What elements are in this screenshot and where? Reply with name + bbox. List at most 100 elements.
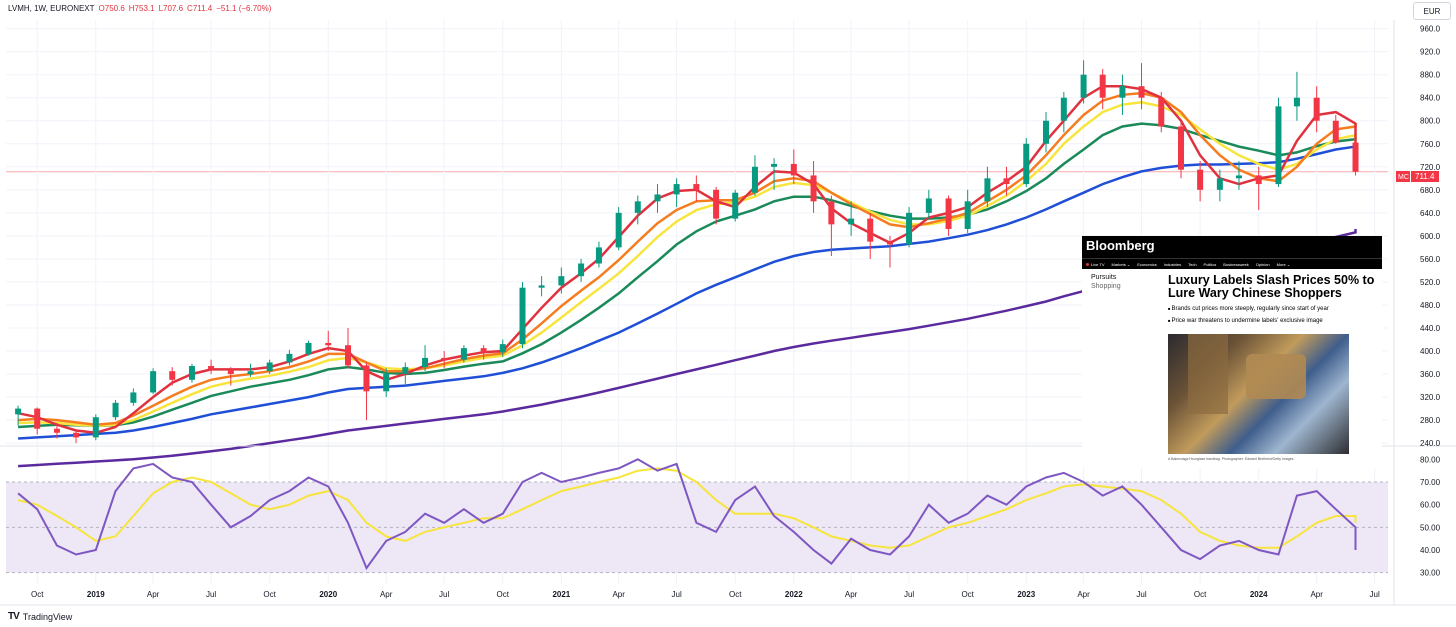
article-headline[interactable]: Luxury Labels Slash Prices 50% to Lure W…: [1168, 273, 1375, 300]
candle-body: [1352, 142, 1359, 172]
candle-body: [1003, 178, 1010, 185]
nav-more[interactable]: More ⌄: [1276, 261, 1291, 267]
change-value: −51.1 (−6.70%): [216, 4, 272, 13]
rsi-panel: [0, 445, 1456, 574]
candle-body: [1158, 97, 1165, 127]
candle-body: [654, 194, 661, 202]
nav-politics[interactable]: Politics: [1203, 261, 1217, 267]
candle-body: [906, 212, 913, 245]
time-tick-label: Apr: [1077, 590, 1090, 599]
grid-lines: [0, 20, 1456, 606]
price-tick-label: 880.0: [1420, 71, 1441, 80]
candle-body: [402, 367, 409, 375]
time-tick-label: Jul: [672, 590, 682, 599]
candle-body: [693, 184, 700, 190]
article-subsection[interactable]: Shopping: [1091, 283, 1121, 290]
candle-body: [1060, 97, 1067, 121]
candle-body: [713, 189, 720, 219]
candle-body: [460, 348, 467, 360]
candle-body: [790, 163, 797, 176]
candle-body: [828, 201, 835, 225]
article-photo: [1168, 334, 1349, 454]
nav-opinion[interactable]: Opinion: [1255, 261, 1270, 267]
last-price-value: 711.4: [1415, 172, 1435, 181]
rsi-ma-line: [17, 467, 1357, 549]
rsi-tick-label: 70.00: [1420, 478, 1441, 487]
last-price-badge: MC 711.4: [1396, 171, 1439, 182]
candle-body: [751, 166, 758, 193]
time-tick-label: Oct: [263, 590, 276, 599]
candle-body: [34, 408, 41, 429]
rsi-line: [17, 458, 1357, 571]
price-tick-label: 760.0: [1420, 140, 1441, 149]
last-price-ticker: MC: [1398, 174, 1409, 181]
article-bullet: Price war threatens to undermine labels'…: [1168, 318, 1323, 324]
candle-body: [867, 218, 874, 242]
nav-live-tv[interactable]: Live TV: [1086, 262, 1105, 267]
candle-body: [1275, 106, 1282, 185]
bloomberg-article-card[interactable]: Bloomberg Live TV Markets ⌄ Economics In…: [1082, 236, 1382, 468]
nav-industries[interactable]: Industries: [1163, 261, 1182, 267]
candle-body: [1178, 126, 1185, 170]
candle-body: [964, 201, 971, 229]
time-tick-label: Oct: [961, 590, 974, 599]
candle-body: [1023, 143, 1030, 185]
candle-body: [848, 218, 855, 225]
time-tick-label: 2022: [785, 590, 803, 599]
candle-body: [732, 192, 739, 219]
ma-green-line: [18, 122, 1357, 429]
candle-body: [53, 428, 60, 433]
article-bullet: Brands cut prices more steeply, regularl…: [1168, 306, 1329, 312]
candle-body: [363, 365, 370, 392]
low-value: L707.6: [158, 4, 184, 13]
rsi-tick-label: 30.00: [1420, 569, 1441, 578]
candle-body: [673, 184, 680, 195]
nav-economics[interactable]: Economics: [1137, 261, 1157, 267]
nav-tech[interactable]: Tech: [1188, 261, 1197, 267]
photo-handbag-shape: [1246, 354, 1306, 399]
last-price-badge-bg: [1396, 171, 1410, 182]
photo-caption: A Balenciaga Hourglass handbag. Photogra…: [1168, 457, 1294, 461]
rsi-tick-label: 60.00: [1420, 501, 1441, 510]
candle-body: [266, 362, 273, 372]
time-tick-label: 2023: [1017, 590, 1035, 599]
article-section[interactable]: Pursuits: [1091, 274, 1117, 281]
open-value: O750.6: [98, 4, 125, 13]
time-tick-label: 2021: [552, 590, 570, 599]
nav-businessweek[interactable]: Businessweek: [1223, 261, 1249, 267]
time-tick-label: Oct: [729, 590, 742, 599]
candle-body: [1197, 169, 1204, 190]
candle-body: [1293, 97, 1300, 107]
price-tick-label: 560.0: [1420, 255, 1441, 264]
candle-body: [1138, 86, 1145, 98]
symbol-label[interactable]: LVMH, 1W, EURONEXT: [8, 4, 95, 13]
candle-body: [480, 348, 487, 353]
ma-yellow-line: [18, 101, 1357, 428]
candle-body: [227, 369, 234, 375]
candle-body: [441, 357, 448, 360]
candle-body: [886, 241, 893, 245]
candle-body: [1043, 120, 1050, 144]
candle-body: [1216, 178, 1223, 190]
candle-body: [984, 178, 991, 202]
tradingview-logo-icon: TV: [8, 611, 20, 622]
time-tick-label: Apr: [612, 590, 625, 599]
price-tick-label: 240.0: [1420, 439, 1441, 448]
time-tick-label: Apr: [380, 590, 393, 599]
nav-markets[interactable]: Markets ⌄: [1111, 261, 1131, 267]
candle-body: [325, 342, 332, 346]
price-tick-label: 480.0: [1420, 301, 1441, 310]
price-tick-label: 280.0: [1420, 416, 1441, 425]
candle-body: [344, 345, 351, 366]
chart-header: LVMH, 1W, EURONEXT O750.6 H753.1 L707.6 …: [8, 4, 271, 13]
currency-button[interactable]: EUR: [1413, 2, 1451, 20]
time-tick-label: Apr: [1310, 590, 1323, 599]
bloomberg-logo[interactable]: Bloomberg: [1082, 236, 1382, 258]
rsi-tick-label: 50.00: [1420, 523, 1441, 532]
price-tick-label: 520.0: [1420, 278, 1441, 287]
price-tick-label: 720.0: [1420, 163, 1441, 172]
candle-body: [188, 365, 195, 380]
time-tick-label: Jul: [1370, 590, 1380, 599]
candle-body: [1255, 175, 1262, 185]
